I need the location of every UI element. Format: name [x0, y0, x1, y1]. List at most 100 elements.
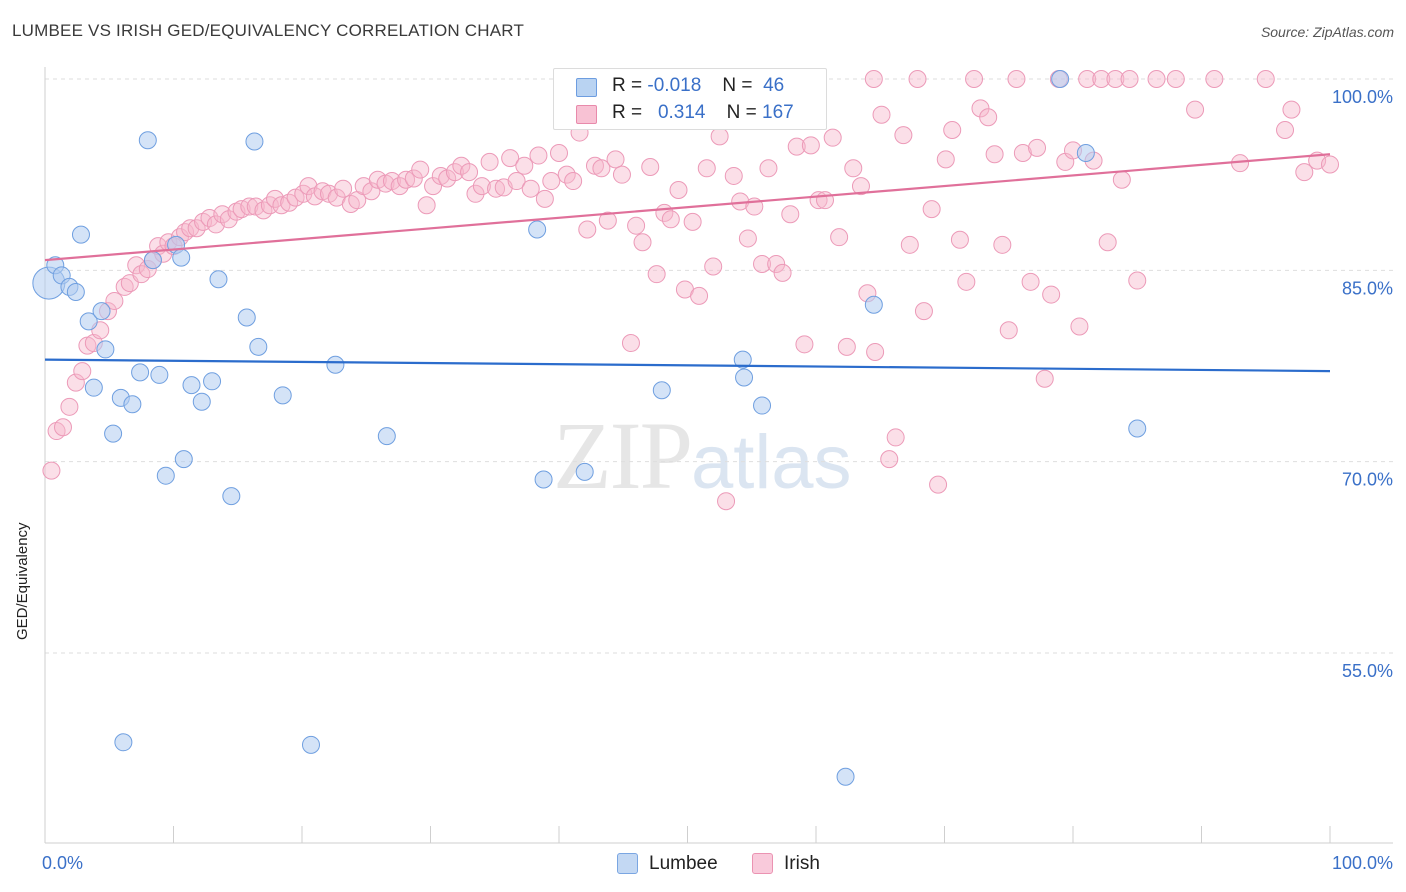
irish-point [1106, 70, 1125, 88]
irish-point [886, 428, 905, 447]
irish-point [1042, 285, 1061, 304]
lumbee-r-label: R = [612, 75, 643, 96]
irish-point [612, 165, 631, 184]
axes [44, 67, 1393, 844]
irish-point [753, 254, 772, 273]
lumbee-point [326, 355, 345, 374]
irish-point [507, 172, 526, 191]
irish-point [914, 302, 933, 321]
irish-point [362, 182, 381, 201]
irish-point [187, 219, 206, 238]
lumbee-point [92, 302, 111, 321]
lumbee-point [79, 312, 98, 331]
irish-trend-line [44, 153, 1331, 262]
irish-point [1147, 70, 1166, 88]
irish-point [466, 184, 485, 203]
irish-point [397, 170, 416, 189]
irish-point [661, 210, 680, 229]
irish-point [460, 163, 479, 182]
irish-point [501, 149, 520, 168]
irish-point [908, 70, 927, 88]
irish-point [815, 191, 834, 210]
irish-point [73, 362, 92, 381]
irish-point [487, 179, 506, 198]
irish-point [1028, 138, 1047, 157]
lumbee-point [66, 283, 85, 302]
irish-point [424, 177, 443, 196]
irish-point [837, 337, 856, 356]
irish-point [759, 159, 778, 178]
irish-point [542, 172, 561, 191]
irish-point [1321, 155, 1339, 174]
irish-point [922, 200, 941, 219]
irish-point [390, 177, 409, 196]
lumbee-point [836, 767, 855, 786]
irish-point [550, 143, 568, 162]
lumbee-point [104, 424, 123, 443]
irish-point [936, 150, 955, 169]
lumbee-point [1076, 143, 1095, 162]
lumbee-legend-label: Lumbee [649, 853, 718, 874]
irish-point [957, 272, 976, 291]
irish-r-value: 0.314 [657, 102, 706, 123]
lumbee-point [273, 386, 292, 405]
lumbee-n-label: N = [722, 75, 753, 96]
irish-point [985, 145, 1004, 164]
lumbee-point [209, 270, 228, 289]
lumbee-point [203, 372, 222, 391]
lumbee-point [131, 363, 150, 382]
stats-legend: R = -0.018 N = 46 R = 0.314 N = 167 [553, 68, 827, 130]
irish-point [417, 196, 436, 215]
irish-point [452, 156, 471, 175]
lumbee-point [575, 462, 594, 481]
lumbee-point [735, 368, 754, 387]
irish-point [535, 189, 554, 208]
irish-point [621, 334, 640, 353]
irish-point [1295, 163, 1314, 182]
lumbee-point [377, 427, 396, 446]
irish-point [598, 211, 617, 230]
irish-point [592, 159, 611, 178]
irish-point [801, 136, 820, 155]
irish-point [965, 70, 984, 88]
irish-point [710, 127, 729, 146]
irish-point [1098, 233, 1117, 252]
irish-point [1035, 369, 1054, 388]
irish-point [823, 128, 842, 147]
irish-point [299, 177, 318, 196]
irish-point [851, 177, 870, 196]
irish-point [334, 179, 353, 198]
chart-title: LUMBEE VS IRISH GED/EQUIVALENCY CORRELAT… [12, 21, 525, 40]
irish-point [521, 179, 540, 198]
lumbee-point [864, 295, 883, 314]
irish-point [445, 163, 464, 182]
lumbee-point [301, 735, 320, 754]
lumbee-point [123, 395, 142, 414]
tick-labels: 100.0% 85.0% 70.0% 55.0% 0.0% 100.0% [42, 87, 1393, 873]
irish-point [641, 158, 660, 177]
irish-point [515, 156, 534, 175]
watermark-zip: ZIP [553, 402, 693, 509]
irish-point [795, 335, 814, 354]
irish-point [42, 461, 61, 480]
irish-point [690, 286, 709, 305]
lumbee-legend-swatch [617, 853, 638, 874]
irish-point [738, 229, 757, 248]
watermark-atlas: atlas [691, 420, 852, 505]
irish-r-label: R = [612, 102, 643, 123]
lumbee-point [733, 350, 752, 369]
irish-point [557, 165, 576, 184]
irish-point [950, 230, 969, 249]
irish-point [979, 108, 998, 127]
irish-legend-label: Irish [784, 853, 820, 874]
lumbee-point [182, 376, 201, 395]
irish-point [943, 121, 962, 140]
irish-point [724, 166, 743, 185]
irish-point [1013, 143, 1032, 162]
irish-point [1276, 121, 1295, 140]
irish-point [1128, 271, 1147, 290]
irish-point [929, 475, 948, 494]
irish-point [1078, 70, 1097, 88]
irish-point [767, 254, 786, 273]
irish-point [830, 228, 849, 247]
